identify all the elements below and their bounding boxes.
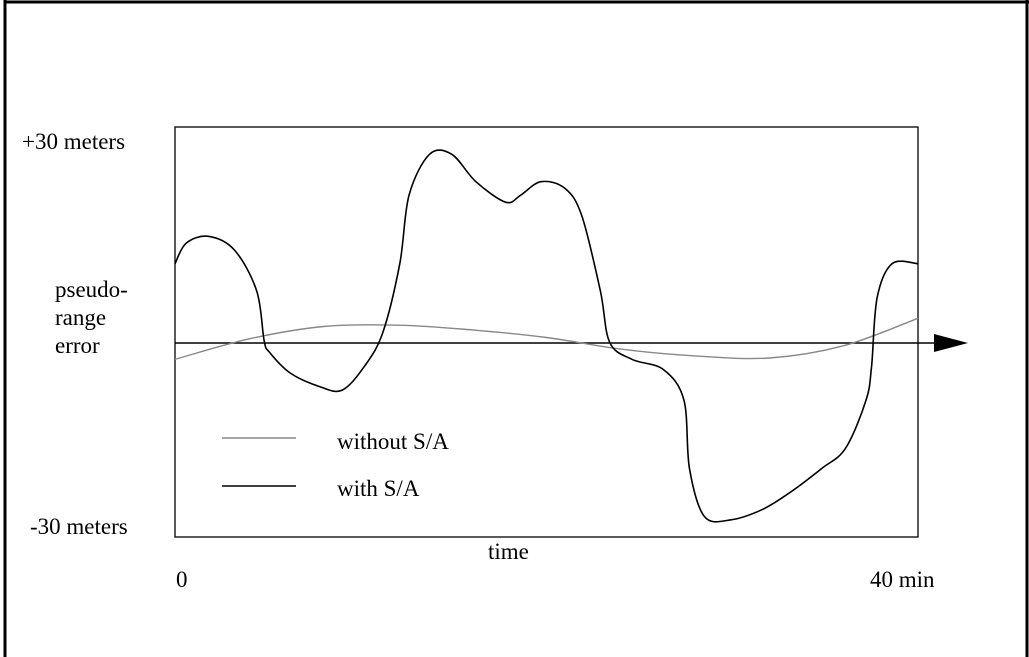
series-layer [174,149,919,523]
x-tick-label-min: 0 [176,567,188,592]
x-axis-label: time [488,539,529,564]
series-line-with-sa [174,149,919,523]
y-axis-label: pseudo- range error [55,276,165,360]
x-tick-label-max: 40 min [870,567,935,592]
y-axis-label-line: error [55,333,100,358]
y-tick-label-max: +30 meters [22,129,126,154]
y-tick-label-min: -30 meters [30,514,128,539]
legend-label-without-sa: without S/A [337,429,449,454]
y-axis-label-line: range [55,305,107,330]
plot-area [174,126,919,538]
time-axis-arrowhead [934,334,968,352]
legend-label-with-sa: with S/A [337,476,420,501]
y-axis-label-line: pseudo- [55,277,128,302]
series-line-without-sa [174,317,919,360]
